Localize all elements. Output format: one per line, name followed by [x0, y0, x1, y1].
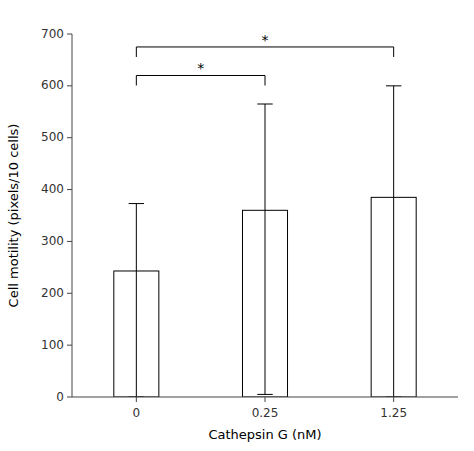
error-cap [129, 203, 144, 204]
y-tick [67, 241, 72, 242]
y-tick [67, 345, 72, 346]
y-tick-label: 100 [41, 338, 64, 352]
y-tick-label: 300 [41, 234, 64, 248]
error-bar [136, 204, 137, 397]
y-tick [67, 137, 72, 138]
error-bar [393, 86, 394, 397]
significance-label: * [262, 32, 269, 48]
y-axis-label: Cell motility (pixels/10 cells) [6, 124, 21, 308]
x-tick [136, 397, 137, 402]
y-tick-label: 700 [41, 27, 64, 41]
y-tick-label: 200 [41, 286, 64, 300]
x-axis-label: Cathepsin G (nM) [208, 427, 321, 442]
y-tick-label: 500 [41, 130, 64, 144]
plot-area [114, 47, 416, 397]
y-tick [67, 189, 72, 190]
y-tick-label: 600 [41, 78, 64, 92]
significance-bracket [136, 47, 393, 57]
y-tick [67, 85, 72, 86]
y-axis [72, 34, 73, 397]
x-tick [393, 397, 394, 402]
error-cap [386, 85, 401, 86]
error-cap [257, 104, 272, 105]
y-tick-label: 0 [56, 390, 64, 404]
x-tick [265, 397, 266, 402]
significance-label: * [197, 60, 204, 76]
error-bar [265, 104, 266, 394]
significance-bracket [136, 75, 265, 85]
y-tick [67, 397, 72, 398]
y-tick [67, 293, 72, 294]
x-tick-label: 0 [133, 406, 141, 420]
y-tick-label: 400 [41, 182, 64, 196]
error-cap [257, 394, 272, 395]
x-tick-label: 0.25 [252, 406, 279, 420]
x-tick-label: 1.25 [380, 406, 407, 420]
y-tick [67, 34, 72, 35]
chart: 0 100 200 300 400 500 600 700 * * 0 0.25 1.25 Catheps… [0, 0, 474, 451]
